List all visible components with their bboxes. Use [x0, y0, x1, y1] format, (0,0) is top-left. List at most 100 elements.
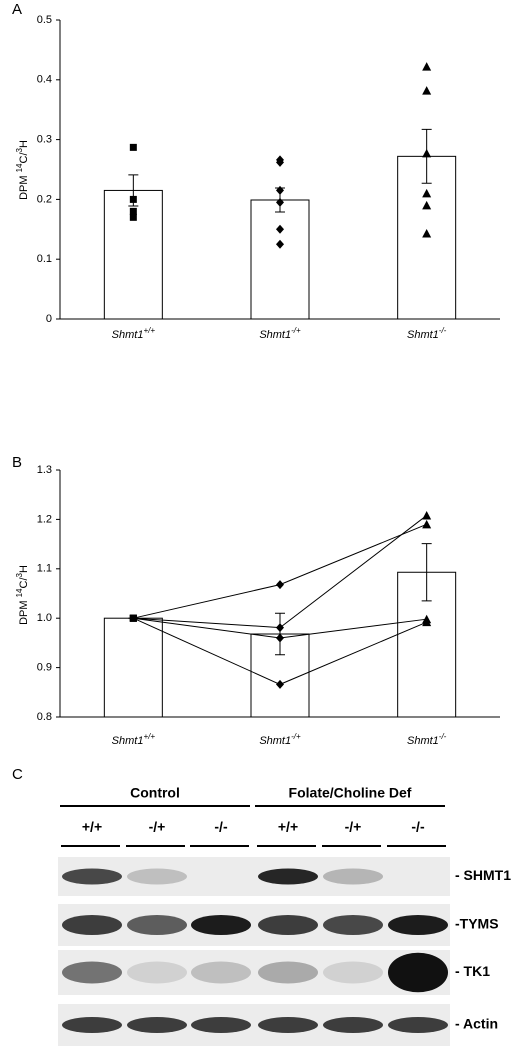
y-tick-label: 0.8 — [37, 711, 52, 723]
x-tick-label: Shmt1-/+ — [259, 732, 301, 747]
paired-line — [133, 523, 427, 619]
gene-name: Shmt1 — [407, 329, 439, 341]
genotype: -/+ — [291, 326, 301, 335]
y-tick-label: 0.5 — [37, 14, 52, 26]
point — [422, 510, 432, 520]
point — [276, 157, 284, 167]
x-tick-label: Shmt1-/- — [407, 732, 447, 747]
blot-band — [62, 1017, 122, 1033]
blot-band — [127, 915, 187, 935]
x-tick-label: Shmt1+/+ — [112, 732, 156, 747]
point — [422, 148, 432, 158]
lane-label: -/- — [411, 819, 425, 835]
y-axis-label: DPM 14C/3H — [15, 140, 30, 200]
blot-band — [62, 868, 122, 885]
gene-name: Shmt1 — [112, 329, 144, 341]
y-axis-label-part: 3 — [15, 573, 24, 578]
y-tick-label: 1.2 — [37, 513, 52, 525]
blot-band — [258, 1017, 318, 1033]
genotype: +/+ — [143, 326, 155, 335]
band-label: - TK1 — [455, 963, 490, 979]
y-tick-label: 0.3 — [37, 134, 52, 146]
point — [422, 519, 432, 529]
blot-band — [323, 868, 383, 885]
y-tick-label: 0.1 — [37, 253, 52, 265]
error-bar — [421, 543, 432, 602]
x-tick-label: Shmt1+/+ — [112, 326, 156, 341]
point — [422, 200, 432, 210]
panel-label: B — [12, 454, 22, 471]
y-axis-label: DPM 14C/3H — [15, 565, 30, 625]
point — [276, 185, 284, 195]
y-axis-label-part: C/ — [18, 577, 30, 589]
group-label: Folate/Choline Def — [289, 785, 412, 801]
blot-band — [127, 1017, 187, 1033]
point — [422, 86, 432, 95]
blot-band — [127, 961, 187, 984]
blot-strip — [58, 950, 450, 995]
blot-band — [388, 952, 448, 993]
blot-band — [323, 915, 383, 935]
blot-band — [191, 915, 251, 935]
gene-name: Shmt1 — [259, 329, 291, 341]
y-tick-label: 1.1 — [37, 563, 52, 575]
group-label: Control — [130, 785, 180, 801]
blot-strip — [58, 904, 450, 946]
y-tick-label: 0.2 — [37, 193, 52, 205]
blot-band — [258, 961, 318, 984]
genotype: -/+ — [291, 732, 301, 741]
band-label: - Actin — [455, 1016, 498, 1032]
blot-band — [258, 868, 318, 885]
point — [129, 143, 137, 151]
genotype: +/+ — [143, 732, 155, 741]
point — [422, 228, 432, 238]
genotype: -/- — [439, 326, 447, 335]
y-axis-label-part: 3 — [15, 148, 24, 153]
y-axis-label-part: 14 — [15, 588, 24, 597]
y-tick-label: 1.0 — [37, 612, 52, 624]
blot-band — [127, 868, 187, 885]
blot-band — [191, 1017, 251, 1033]
lane-label: -/- — [214, 819, 228, 835]
gene-name: Shmt1 — [112, 735, 144, 747]
lane-label: -/+ — [149, 819, 166, 835]
x-tick-label: Shmt1-/- — [407, 326, 447, 341]
lane-label: +/+ — [82, 819, 102, 835]
bar — [103, 617, 163, 718]
blot-strip — [58, 857, 450, 896]
paired-line — [133, 515, 427, 629]
point — [276, 197, 284, 207]
point — [129, 207, 137, 215]
blot-band — [62, 915, 122, 935]
blot-band — [323, 1017, 383, 1033]
y-axis-label-part: DPM — [18, 172, 30, 200]
y-tick-label: 0 — [46, 313, 52, 325]
blot-band — [258, 915, 318, 935]
y-axis-label-part: C/ — [18, 152, 30, 164]
band-label: - SHMT1 — [455, 867, 511, 883]
point — [129, 213, 137, 221]
gene-name: Shmt1 — [259, 735, 291, 747]
genotype: -/- — [439, 732, 447, 741]
blot-band — [62, 961, 122, 984]
y-tick-label: 1.3 — [37, 464, 52, 476]
point — [422, 617, 432, 627]
bar — [250, 199, 310, 320]
y-axis-label-part: H — [18, 140, 30, 148]
y-axis-label-part: DPM — [18, 597, 30, 625]
point — [129, 195, 137, 203]
panel-label: A — [12, 1, 22, 18]
point — [276, 679, 284, 689]
point — [422, 62, 432, 71]
blot-band — [388, 1017, 448, 1033]
point — [276, 224, 284, 234]
lane-label: +/+ — [278, 819, 298, 835]
y-axis-label-part: H — [18, 565, 30, 573]
point — [276, 580, 284, 590]
blot-band — [388, 915, 448, 935]
error-bar — [275, 612, 285, 656]
blot-band — [323, 961, 383, 984]
point — [422, 188, 432, 198]
gene-name: Shmt1 — [407, 735, 439, 747]
